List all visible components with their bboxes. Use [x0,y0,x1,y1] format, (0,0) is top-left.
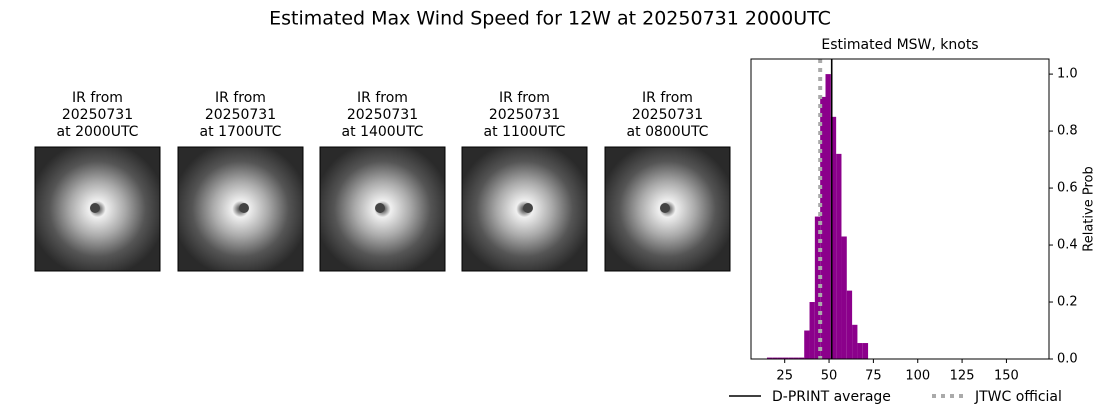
storm-eye [90,203,100,213]
legend-label: JTWC official [974,389,1062,405]
legend-label: D-PRINT average [772,389,891,405]
bar [788,357,794,359]
y-tick-label: 0.2 [1057,295,1078,310]
bar [857,343,863,359]
panel-title: at 2000UTC [57,124,139,140]
y-tick-label: 0.6 [1057,181,1078,196]
y-tick-label: 0.8 [1057,124,1078,139]
panel-title: IR from [642,90,693,106]
bar [772,357,778,359]
panel-title: IR from [357,90,408,106]
axes-title: Estimated MSW, knots [821,37,978,53]
bar [862,343,869,359]
bar [814,216,821,359]
bar [809,302,815,359]
panel-title: 20250731 [62,107,133,123]
panel-title: at 1100UTC [484,124,566,140]
panel-title: 20250731 [205,107,276,123]
bar [793,357,799,359]
panel-title: IR from [215,90,266,106]
x-tick-label: 125 [950,369,975,384]
bar [841,236,847,359]
panel-title: IR from [499,90,550,106]
bar [830,116,837,360]
x-tick-label: 50 [821,369,838,384]
panel-title: at 1700UTC [200,124,282,140]
bar [804,330,810,359]
bar [836,153,842,359]
panel-title: 20250731 [632,107,703,123]
panel-title: IR from [72,90,123,106]
x-tick-label: 150 [994,369,1019,384]
y-tick-label: 0.4 [1057,238,1078,253]
histogram: Estimated MSW, knots D-PRINT average JTWC … [729,37,1097,405]
panel-title: at 0800UTC [627,124,709,140]
storm-eye [239,203,249,213]
storm-eye [523,203,533,213]
panel-title: 20250731 [489,107,560,123]
y-axis-label: Relative Prob [1082,166,1097,251]
storm-eye [375,203,385,213]
bar [825,74,831,359]
figure-title: Estimated Max Wind Speed for 12W at 2025… [269,8,831,30]
panel-title: 20250731 [347,107,418,123]
bar [852,324,858,359]
y-tick-label: 0.0 [1057,352,1078,367]
x-tick-label: 75 [865,369,882,384]
bar [846,290,853,359]
panel-title: at 1400UTC [342,124,424,140]
x-tick-label: 25 [776,369,793,384]
bar [820,96,826,360]
bar [798,357,805,359]
axes-frame [750,58,1050,360]
bar [777,357,783,359]
x-tick-label: 100 [905,369,930,384]
storm-eye [660,203,670,213]
bar [782,357,789,359]
y-tick-label: 1.0 [1057,67,1078,82]
bar [766,357,773,359]
